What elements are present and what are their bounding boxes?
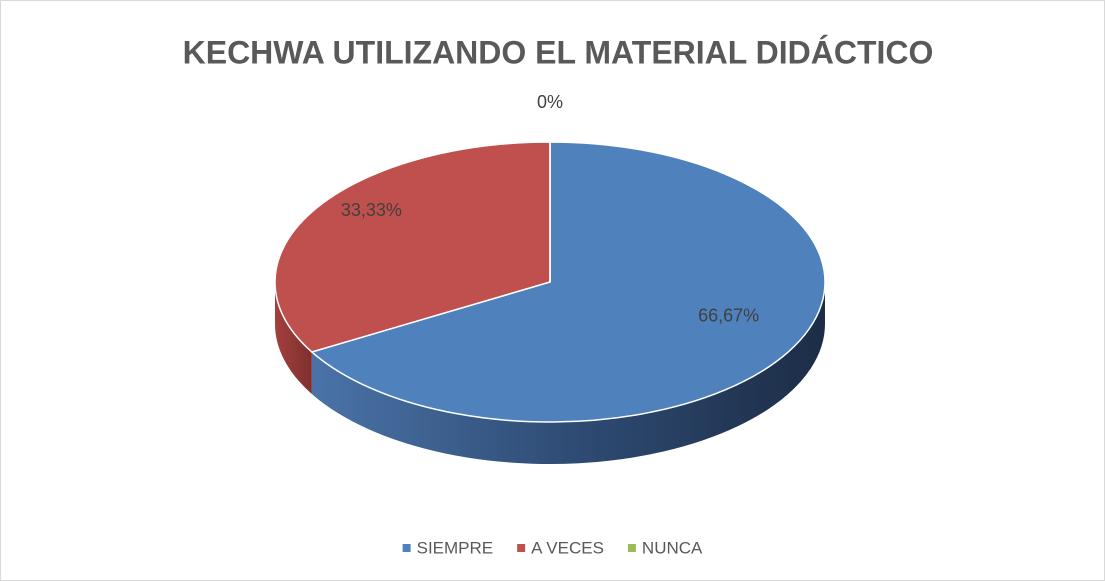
data-label: 0% [537, 92, 563, 112]
legend-label: A VECES [531, 538, 604, 557]
legend-label: SIEMPRE [417, 538, 494, 557]
data-label: 33,33% [341, 200, 402, 220]
legend-label: NUNCA [642, 538, 703, 557]
data-label: 66,67% [698, 305, 759, 325]
slice-side [275, 282, 312, 394]
slice [274, 141, 551, 353]
slice [310, 141, 826, 423]
slice-side [311, 282, 826, 464]
chart-title: KECHWA UTILIZANDO EL MATERIAL DIDÁCTICO [183, 34, 934, 70]
legend: SIEMPRE A VECES NUNCA [402, 538, 703, 557]
legend-marker [627, 544, 636, 552]
legend-marker [517, 544, 526, 552]
legend-marker [402, 544, 411, 552]
